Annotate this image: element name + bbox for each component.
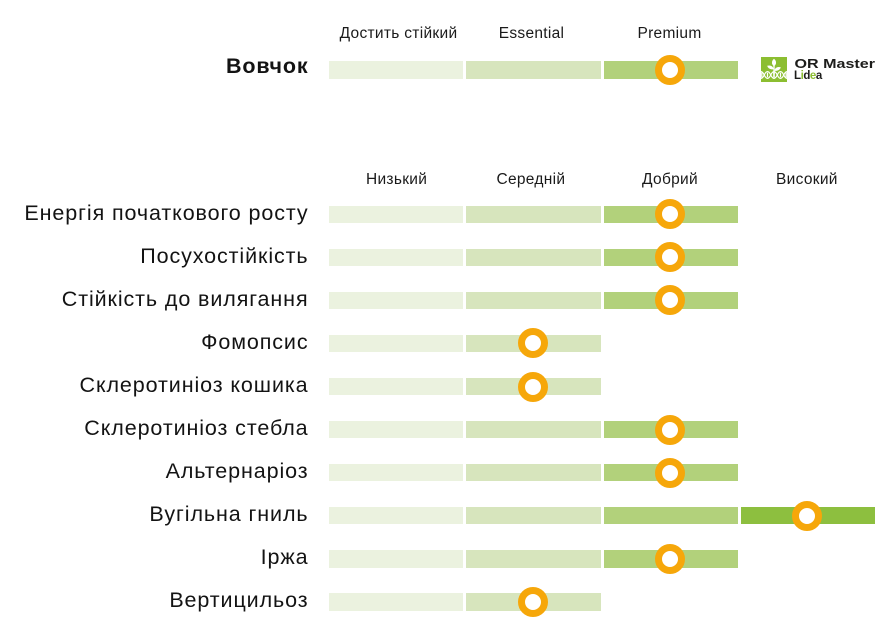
svg-text:OR Master: OR Master (795, 57, 876, 71)
